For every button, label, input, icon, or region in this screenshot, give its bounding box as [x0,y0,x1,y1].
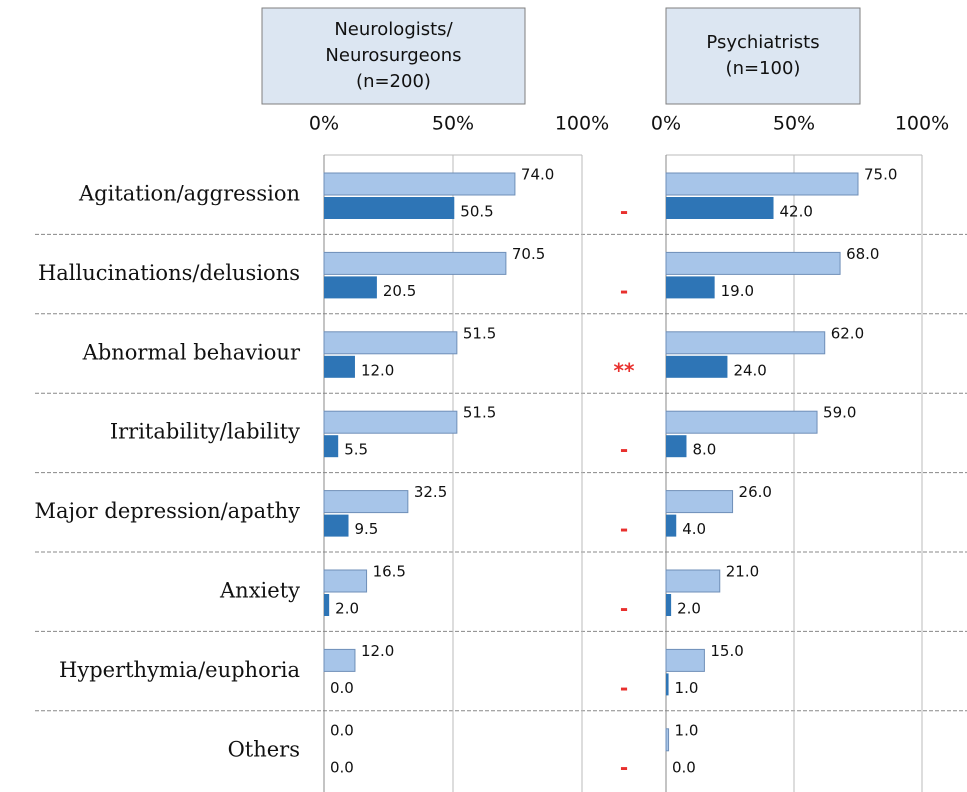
bar [665,172,859,196]
value-label: 16.5 [373,563,406,581]
significance-marker: - [620,676,628,700]
x-tick-label: 50% [773,113,815,135]
bar [666,514,677,537]
significance-marker: - [620,279,628,303]
value-label: 21.0 [726,563,759,581]
significance-marker: - [620,200,628,224]
value-label: 9.5 [355,520,379,538]
value-label: 1.0 [675,721,699,739]
x-tick-label: 0% [651,113,681,135]
bar [323,251,507,275]
panel-title: Neurologists/ [334,19,453,40]
bar [323,569,368,593]
bar [665,490,734,514]
bar [665,251,841,275]
value-label: 32.5 [414,483,447,501]
significance-marker: ** [614,358,635,382]
value-label: 59.0 [823,404,856,422]
title-box [665,7,861,105]
bar [324,435,339,458]
significance-marker: - [620,597,628,621]
category-label: Major depression/apathy [35,499,301,523]
value-label: 50.5 [460,203,493,221]
value-label: 8.0 [692,441,716,459]
panel-title: (n=100) [726,58,801,79]
value-label: 2.0 [677,600,701,618]
bar [324,276,377,299]
panel-title: (n=200) [356,71,431,92]
x-tick-label: 0% [309,113,339,135]
x-tick-label: 100% [895,113,949,135]
bar [323,172,516,196]
category-label: Hallucinations/delusions [38,261,300,285]
value-label: 0.0 [672,758,696,776]
value-label: 62.0 [831,324,864,342]
value-label: 2.0 [335,600,359,618]
panel-title: Neurosurgeons [325,45,461,66]
bar [666,355,728,378]
value-label: 26.0 [739,483,772,501]
value-label: 51.5 [463,324,496,342]
value-label: 51.5 [463,404,496,422]
value-label: 0.0 [330,758,354,776]
bar [324,594,330,616]
value-label: 74.0 [521,166,554,184]
value-label: 0.0 [330,679,354,697]
bar [666,673,669,696]
category-label: Irritability/lability [110,420,300,444]
bar [665,648,705,672]
bar [665,331,826,355]
value-label: 70.5 [512,245,545,263]
significance-marker: - [620,517,628,541]
value-label: 68.0 [846,245,879,263]
value-label: 42.0 [780,203,813,221]
x-tick-label: 100% [555,113,609,135]
bar [323,648,356,672]
bar [665,569,721,593]
value-label: 12.0 [361,642,394,660]
value-label: 20.5 [383,282,416,300]
value-label: 15.0 [710,642,743,660]
bar [324,197,455,219]
significance-marker: - [620,755,628,779]
value-label: 4.0 [682,520,706,538]
value-label: 75.0 [864,166,897,184]
value-label: 24.0 [733,361,766,379]
category-label: Abnormal behaviour [82,340,301,364]
bar [324,514,349,537]
bar [666,435,687,458]
category-label: Agitation/aggression [78,182,300,206]
significance-marker: - [620,438,628,462]
title-box [261,7,526,105]
bar [665,410,818,434]
x-tick-label: 50% [432,113,474,135]
value-label: 12.0 [361,361,394,379]
value-label: 1.0 [675,679,699,697]
value-label: 5.5 [344,441,368,459]
category-label: Others [228,737,300,761]
bar [324,355,355,378]
bar [666,594,672,616]
panel-title: Psychiatrists [706,32,819,53]
value-label: 19.0 [721,282,754,300]
bar [666,276,715,299]
value-label: 0.0 [330,721,354,739]
bar [665,728,670,752]
bar [323,331,458,355]
bar [666,197,774,219]
bar [323,490,409,514]
bar [323,410,458,434]
category-label: Anxiety [219,579,300,603]
category-label: Hyperthymia/euphoria [59,658,300,682]
